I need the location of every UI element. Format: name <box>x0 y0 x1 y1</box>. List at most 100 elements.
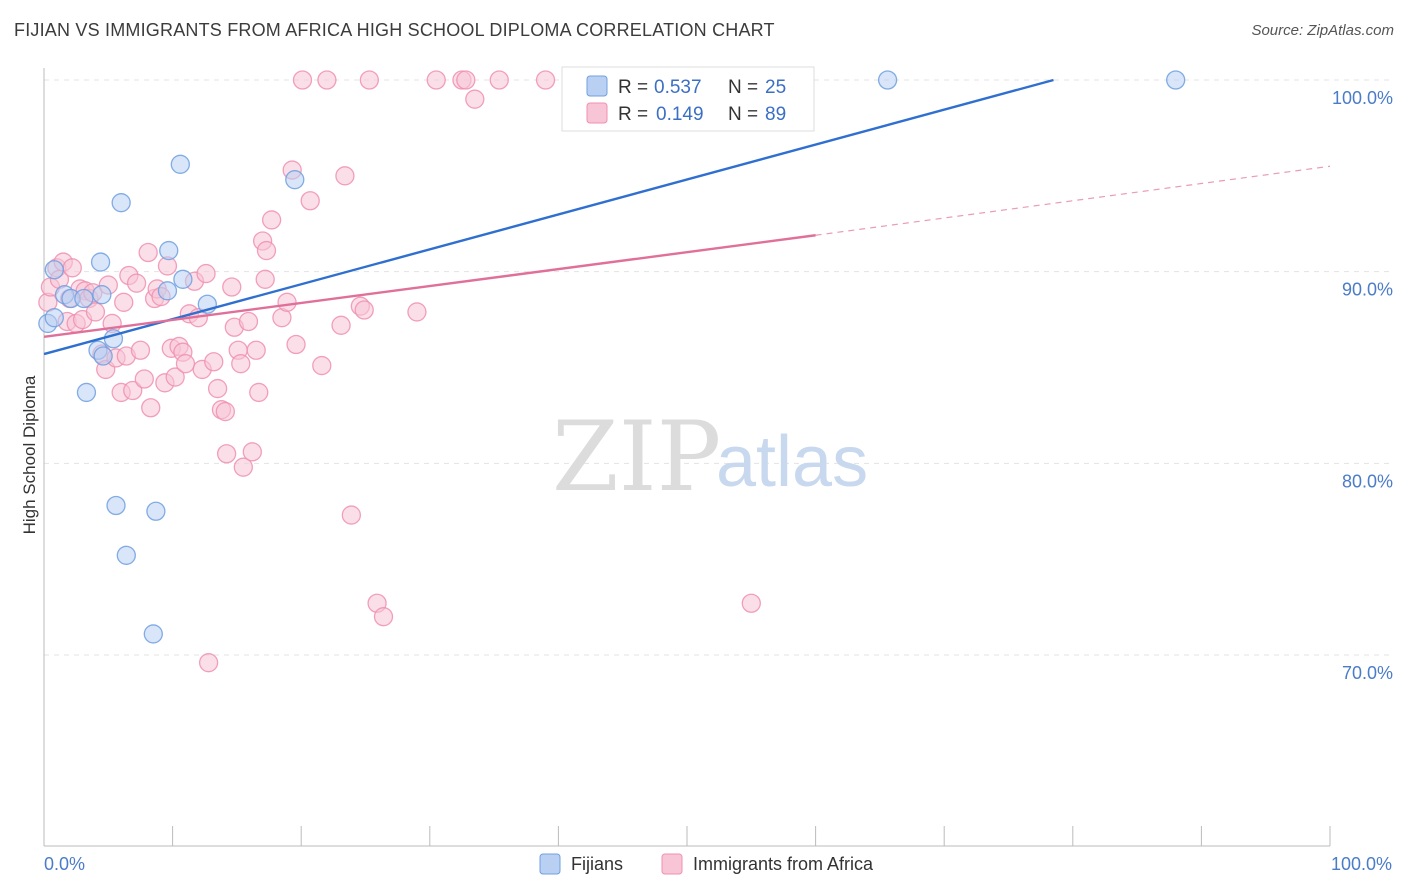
watermark: ZIP atlas <box>552 401 868 513</box>
africa-point <box>238 311 259 332</box>
africa-point <box>741 593 761 613</box>
africa-point <box>246 340 266 360</box>
legend-r-value-africa: 0.149 <box>656 104 704 125</box>
watermark-atlas: atlas <box>716 422 868 502</box>
africa-point <box>489 70 509 90</box>
y-tick-labels: 70.0% 80.0% 90.0% 100.0% <box>1332 88 1393 683</box>
fijians-point <box>111 193 131 213</box>
legend-n-value-fijians: 25 <box>765 77 786 98</box>
africa-point <box>114 292 134 312</box>
legend-swatch-africa <box>586 102 608 124</box>
africa-point <box>277 292 297 312</box>
africa-point <box>141 398 161 418</box>
fijians-point <box>146 501 166 521</box>
africa-point <box>317 70 337 90</box>
source-label: Source: ZipAtlas.com <box>1251 22 1394 39</box>
africa-point <box>261 210 282 230</box>
series-legend-swatch-africa <box>661 853 683 875</box>
africa-trend-extension <box>815 165 1331 236</box>
africa-point <box>335 166 355 186</box>
africa-point <box>331 315 351 335</box>
africa-point <box>130 340 151 360</box>
africa-point <box>204 352 224 372</box>
africa-point <box>222 277 242 297</box>
axis-layer <box>43 68 1331 847</box>
africa-point <box>85 302 106 322</box>
africa-point <box>123 380 143 401</box>
fijians-point <box>92 285 112 305</box>
fijians-point <box>106 495 126 516</box>
africa-point <box>426 70 446 90</box>
legend-n-value-africa: 89 <box>765 104 786 125</box>
legend-n-label-fijians: N = <box>728 77 758 98</box>
africa-point <box>242 442 262 462</box>
africa-point <box>215 401 235 422</box>
africa-point <box>465 89 485 109</box>
africa-point <box>535 70 556 90</box>
x-tick-label-min: 0.0% <box>44 854 85 874</box>
africa-point <box>312 355 332 376</box>
fijians-point <box>143 624 163 644</box>
fijians-point <box>76 382 97 403</box>
series-legend-swatch-fijians <box>539 853 561 875</box>
africa-point <box>233 457 253 477</box>
series-legend: Fijians Immigrants from Africa <box>539 853 874 875</box>
africa-point <box>456 70 476 90</box>
fijians-point <box>93 346 113 366</box>
y-tick-label-80: 80.0% <box>1342 471 1393 491</box>
y-tick-label-90: 90.0% <box>1342 280 1393 300</box>
fijians-point <box>1166 70 1186 90</box>
africa-point <box>231 354 251 374</box>
africa-trend-line <box>43 234 816 339</box>
africa-point <box>359 70 380 90</box>
africa-point <box>292 70 313 90</box>
legend-r-label-fijians: R = <box>618 77 648 98</box>
fijians-point <box>116 545 136 565</box>
fijians-point <box>74 288 94 309</box>
fijians-point <box>90 252 111 272</box>
africa-point <box>216 444 237 464</box>
africa-point <box>354 300 374 320</box>
y-tick-label-70: 70.0% <box>1342 663 1393 683</box>
fijians-point <box>159 240 179 261</box>
legend-n-label-africa: N = <box>728 104 758 125</box>
legend-r-value-fijians: 0.537 <box>654 77 702 98</box>
africa-point <box>341 505 362 525</box>
fijians-point <box>157 281 178 301</box>
africa-point <box>300 191 320 211</box>
series-legend-label-fijians: Fijians <box>571 854 623 874</box>
fijians-point <box>170 154 190 174</box>
fijians-point <box>877 70 898 90</box>
y-tick-label-100: 100.0% <box>1332 88 1393 108</box>
africa-point <box>207 378 228 399</box>
legend-r-label-africa: R = <box>618 104 648 125</box>
stats-legend: R = 0.537 N = 25 R = 0.149 N = 89 <box>561 66 815 132</box>
africa-point <box>175 354 196 374</box>
series-immigrants-from-africa <box>38 70 761 673</box>
africa-point <box>407 302 427 322</box>
trend-lines <box>43 78 1331 356</box>
africa-point <box>249 382 269 403</box>
fijians-point <box>285 170 305 190</box>
africa-point <box>138 242 158 263</box>
fijians-point <box>173 269 193 289</box>
africa-point <box>165 367 185 387</box>
series-fijians <box>38 70 1186 644</box>
africa-point <box>256 240 277 261</box>
watermark-zip: ZIP <box>552 401 721 513</box>
africa-point <box>373 607 394 627</box>
africa-point <box>198 653 219 673</box>
africa-point <box>196 263 216 284</box>
africa-point <box>286 334 306 355</box>
africa-point <box>255 269 275 289</box>
legend-swatch-fijians <box>586 75 608 97</box>
chart-title: FIJIAN VS IMMIGRANTS FROM AFRICA HIGH SC… <box>14 20 775 40</box>
series-legend-label-africa: Immigrants from Africa <box>693 854 874 874</box>
africa-point <box>126 273 147 293</box>
africa-point <box>62 258 82 278</box>
africa-point <box>134 369 154 389</box>
fijians-point <box>44 308 64 328</box>
y-axis-label: High School Diploma <box>20 375 39 534</box>
fijians-trend-line <box>43 78 1054 356</box>
